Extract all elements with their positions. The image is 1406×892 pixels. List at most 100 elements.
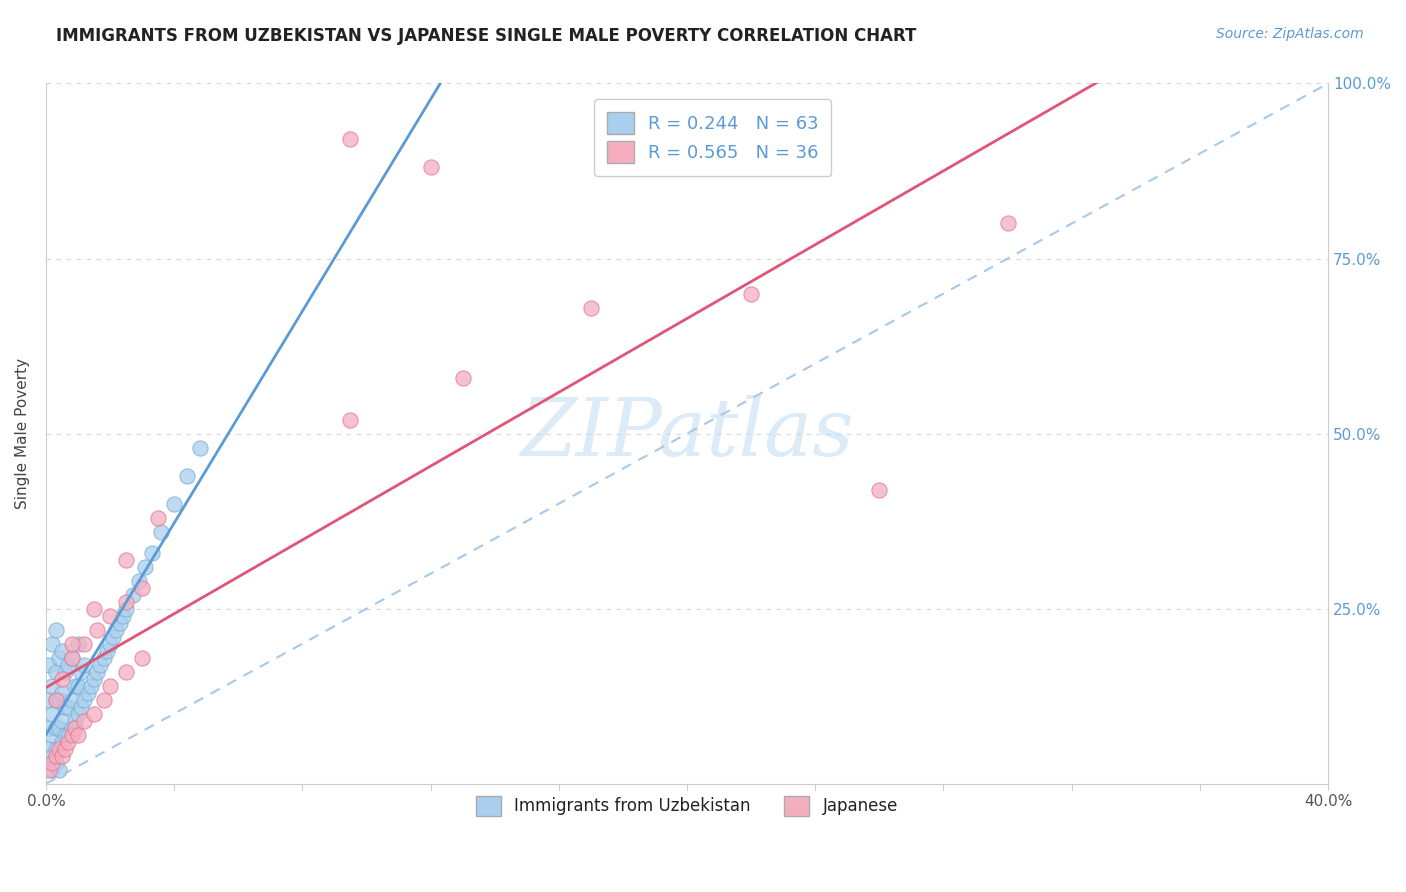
Point — [51, 748, 73, 763]
Point — [98, 679, 121, 693]
Point — [163, 497, 186, 511]
Point — [48, 721, 70, 735]
Point — [63, 721, 86, 735]
Point — [53, 699, 76, 714]
Point — [83, 601, 105, 615]
Point — [58, 735, 80, 749]
Point — [53, 741, 76, 756]
Point — [38, 657, 60, 672]
Point — [98, 608, 121, 623]
Point — [51, 643, 73, 657]
Point — [45, 692, 67, 706]
Point — [53, 665, 76, 679]
Point — [48, 692, 70, 706]
Point — [93, 692, 115, 706]
Point — [60, 650, 83, 665]
Point — [579, 301, 602, 315]
Point — [51, 735, 73, 749]
Legend: Immigrants from Uzbekistan, Japanese: Immigrants from Uzbekistan, Japanese — [468, 788, 907, 824]
Point — [73, 657, 96, 672]
Text: IMMIGRANTS FROM UZBEKISTAN VS JAPANESE SINGLE MALE POVERTY CORRELATION CHART: IMMIGRANTS FROM UZBEKISTAN VS JAPANESE S… — [56, 27, 917, 45]
Point — [60, 728, 83, 742]
Point — [115, 665, 138, 679]
Point — [73, 637, 96, 651]
Point — [131, 581, 153, 595]
Point — [150, 524, 173, 539]
Point — [96, 643, 118, 657]
Point — [45, 748, 67, 763]
Point — [80, 679, 103, 693]
Point — [66, 706, 89, 721]
Point — [115, 601, 138, 615]
Point — [58, 657, 80, 672]
Point — [45, 665, 67, 679]
Point — [115, 595, 138, 609]
Point — [141, 546, 163, 560]
Point — [60, 692, 83, 706]
Point — [53, 728, 76, 742]
Point — [45, 721, 67, 735]
Point — [339, 132, 361, 146]
Point — [41, 706, 63, 721]
Point — [419, 161, 441, 175]
Point — [98, 637, 121, 651]
Point — [45, 741, 67, 756]
Point — [63, 679, 86, 693]
Point — [63, 714, 86, 728]
Point — [48, 650, 70, 665]
Point — [740, 286, 762, 301]
Point — [66, 679, 89, 693]
Point — [60, 650, 83, 665]
Point — [93, 650, 115, 665]
Point — [58, 728, 80, 742]
Point — [176, 468, 198, 483]
Point — [51, 714, 73, 728]
Point — [51, 686, 73, 700]
Point — [41, 756, 63, 770]
Point — [146, 510, 169, 524]
Point — [86, 665, 108, 679]
Point — [997, 217, 1019, 231]
Point — [134, 559, 156, 574]
Point — [41, 679, 63, 693]
Point — [38, 692, 60, 706]
Point — [41, 637, 63, 651]
Point — [451, 370, 474, 384]
Point — [86, 623, 108, 637]
Point — [188, 441, 211, 455]
Y-axis label: Single Male Poverty: Single Male Poverty — [15, 358, 30, 509]
Text: ZIPatlas: ZIPatlas — [520, 395, 853, 473]
Point — [105, 623, 128, 637]
Point — [73, 714, 96, 728]
Point — [76, 686, 98, 700]
Point — [89, 657, 111, 672]
Point — [131, 650, 153, 665]
Point — [103, 630, 125, 644]
Point — [121, 588, 143, 602]
Point — [41, 728, 63, 742]
Point — [339, 412, 361, 426]
Point — [45, 623, 67, 637]
Point — [41, 763, 63, 777]
Point — [70, 699, 93, 714]
Point — [60, 721, 83, 735]
Point — [70, 665, 93, 679]
Point — [83, 672, 105, 686]
Point — [51, 672, 73, 686]
Point — [41, 748, 63, 763]
Point — [45, 692, 67, 706]
Point — [58, 699, 80, 714]
Text: Source: ZipAtlas.com: Source: ZipAtlas.com — [1216, 27, 1364, 41]
Point — [73, 692, 96, 706]
Point — [48, 763, 70, 777]
Point — [128, 574, 150, 588]
Point — [60, 637, 83, 651]
Point — [38, 763, 60, 777]
Point — [83, 706, 105, 721]
Point — [868, 483, 890, 497]
Point — [38, 741, 60, 756]
Point — [115, 552, 138, 566]
Point — [48, 741, 70, 756]
Point — [108, 615, 131, 630]
Point — [38, 721, 60, 735]
